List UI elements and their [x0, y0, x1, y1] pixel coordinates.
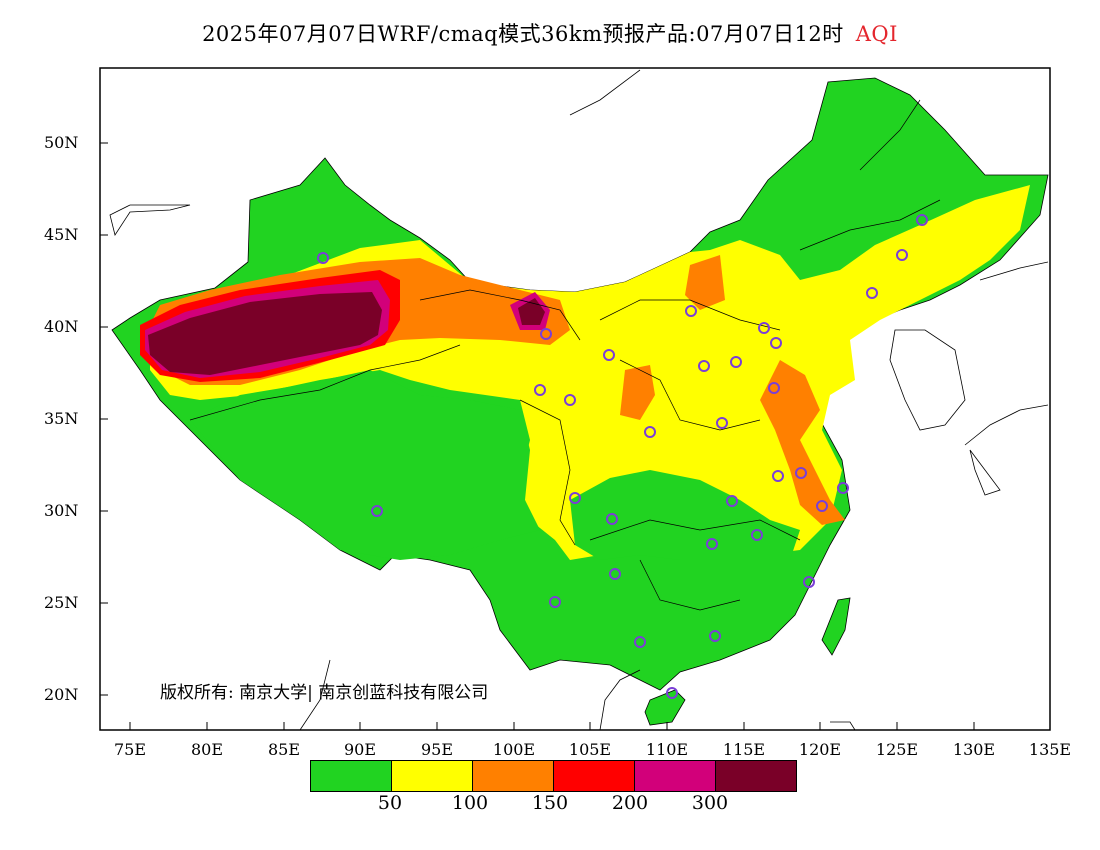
city-station-icon	[730, 356, 742, 368]
boundary-northeast	[799, 99, 941, 251]
city-station-icon	[795, 467, 807, 479]
coastlines	[109, 69, 1049, 731]
coastline-japan	[964, 404, 1049, 496]
city-station-icon	[569, 492, 581, 504]
aqi-zone-usg-central	[620, 365, 655, 420]
city-station-icon	[803, 576, 815, 588]
city-station-icon	[685, 305, 697, 317]
y-tick-label: 45N	[44, 225, 79, 244]
legend-break-label: 50	[377, 792, 403, 814]
x-tick-label: 130E	[952, 740, 996, 759]
y-tick-label: 40N	[44, 317, 79, 336]
city-station-icon	[540, 328, 552, 340]
city-station-icon	[634, 636, 646, 648]
city-station-icon	[564, 394, 576, 406]
city-station-icon	[758, 322, 770, 334]
legend-break-label: 200	[611, 792, 649, 814]
x-tick-label: 110E	[645, 740, 689, 759]
x-tick-label: 95E	[420, 740, 454, 759]
coastline-korea	[889, 329, 966, 431]
city-station-icon	[609, 568, 621, 580]
aqi-zone-usg-north-plain	[685, 255, 725, 310]
city-station-icon	[866, 287, 878, 299]
city-station-icon	[706, 538, 718, 550]
aqi-legend	[310, 760, 797, 792]
legend-swatch-usg	[473, 761, 554, 791]
city-station-icon	[534, 384, 546, 396]
legend-swatch-unhealthy	[554, 761, 635, 791]
city-station-icon	[716, 417, 728, 429]
legend-swatch-moderate	[392, 761, 473, 791]
aqi-zone-hazardous	[148, 292, 382, 375]
x-tick-label: 125E	[875, 740, 919, 759]
city-station-icon	[768, 382, 780, 394]
city-station-icon	[371, 505, 383, 517]
x-tick-label: 105E	[568, 740, 612, 759]
city-station-icon	[896, 249, 908, 261]
city-station-icon	[698, 360, 710, 372]
x-tick-label: 120E	[798, 740, 842, 759]
y-tick-label: 50N	[44, 133, 79, 152]
province-boundaries	[189, 99, 941, 611]
city-station-icon	[816, 500, 828, 512]
city-station-icon	[603, 349, 615, 361]
coastline-east-sea	[979, 261, 1049, 281]
coastline-russia	[109, 69, 641, 236]
city-station-icon	[549, 596, 561, 608]
boundary-south-china	[589, 519, 801, 611]
title-variable: AQI	[855, 22, 898, 46]
aqi-zone-taiwan	[821, 597, 851, 656]
city-station-icon	[666, 687, 678, 699]
aqi-zone-usg-east	[760, 360, 845, 525]
city-station-icon	[726, 495, 738, 507]
china-aqi-field	[111, 77, 1049, 726]
copyright-notice: 版权所有: 南京大学| 南京创蓝科技有限公司	[160, 683, 489, 703]
city-station-icon	[837, 482, 849, 494]
boundary-qinghai-gansu	[419, 289, 581, 341]
boundary-xinjiang-tibet	[189, 344, 461, 421]
legend-break-label: 300	[691, 792, 729, 814]
city-station-icon	[317, 252, 329, 264]
y-tick-label: 25N	[44, 593, 79, 612]
legend-swatch-very-unhealthy	[635, 761, 716, 791]
x-tick-label: 115E	[722, 740, 766, 759]
aqi-zone-good-south	[570, 470, 800, 560]
station-markers	[317, 214, 928, 699]
aqi-zone-good-west	[190, 370, 540, 560]
coastline-southeast-asia	[299, 659, 856, 731]
city-station-icon	[709, 630, 721, 642]
city-station-icon	[770, 337, 782, 349]
city-station-icon	[916, 214, 928, 226]
x-tick-label: 85E	[267, 740, 301, 759]
map-title: 2025年07月07日WRF/cmaq模式36km预报产品:07月07日12时 A…	[0, 18, 1100, 48]
city-station-icon	[644, 426, 656, 438]
x-tick-label: 90E	[343, 740, 377, 759]
axis-ticks	[100, 142, 1051, 730]
x-tick-label: 135E	[1028, 740, 1072, 759]
city-station-icon	[772, 470, 784, 482]
y-tick-label: 35N	[44, 409, 79, 428]
legend-swatch-hazardous	[716, 761, 796, 791]
title-main: 2025年07月07日WRF/cmaq模式36km预报产品:07月07日12时	[202, 22, 844, 46]
x-tick-label: 80E	[190, 740, 224, 759]
boundary-sichuan	[519, 399, 576, 546]
legend-break-label: 100	[451, 792, 489, 814]
city-station-icon	[751, 529, 763, 541]
y-tick-label: 20N	[44, 685, 79, 704]
city-station-icon	[606, 513, 618, 525]
y-tick-label: 30N	[44, 501, 79, 520]
x-tick-label: 75E	[113, 740, 147, 759]
x-tick-label: 100E	[492, 740, 536, 759]
legend-break-label: 150	[531, 792, 569, 814]
boundary-north-china	[599, 299, 781, 431]
legend-swatch-good	[311, 761, 392, 791]
